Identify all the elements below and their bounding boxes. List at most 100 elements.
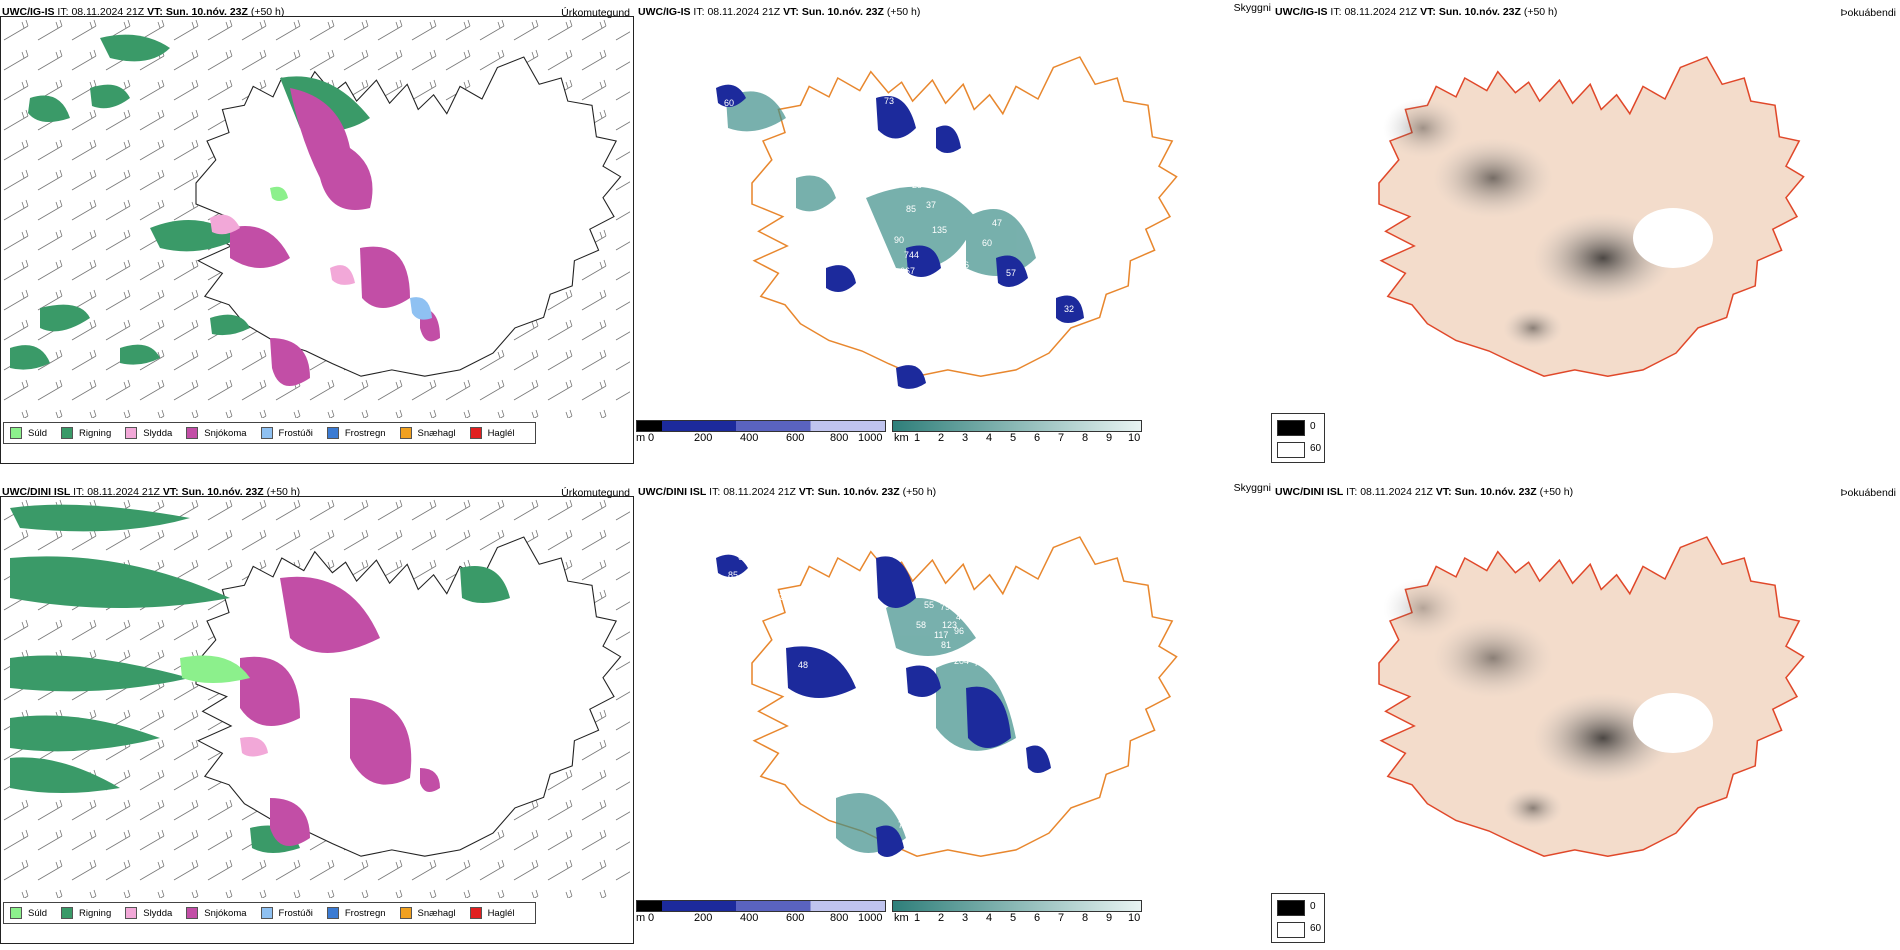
legend-swatch xyxy=(260,427,273,439)
cloud-base-label: 73 xyxy=(884,96,894,106)
fog-legend-light-label: 60 xyxy=(1310,443,1322,454)
scale-tick: 9 xyxy=(1106,432,1113,444)
scale-tick: 1000 xyxy=(858,912,883,924)
scale-tick: 5 xyxy=(1010,912,1017,924)
legend-swatch xyxy=(186,907,199,919)
cloud-base-label: 90 xyxy=(894,235,904,245)
fog-legend: 0 60 xyxy=(1271,413,1325,463)
cloud-base-label: 60 xyxy=(982,238,992,248)
cloud-base-label: 326 xyxy=(954,260,969,270)
legend-item: Haglél xyxy=(469,427,515,439)
cloud-base-label: 48 xyxy=(798,660,808,670)
legend-item: Snæhagl xyxy=(399,907,456,919)
legend-swatch xyxy=(125,907,138,919)
scale-tick: 200 xyxy=(694,432,713,444)
precip-legend: Súld Rigning Slydda Snjókoma Frostúði Fr… xyxy=(3,902,536,924)
forecast-row-2: UWC/DINI ISL IT: 08.11.2024 21Z VT: Sun.… xyxy=(0,480,1900,950)
precip-map xyxy=(2,498,630,898)
scale-tick: 8 xyxy=(1082,912,1089,924)
legend-swatch xyxy=(399,907,412,919)
cloud-base-label: 77 xyxy=(926,130,936,140)
fog-index-panel: UWC/IG-IS IT: 08.11.2024 21Z VT: Sun. 10… xyxy=(1273,0,1900,470)
scale-tick: 600 xyxy=(786,912,805,924)
scale-tick: 0 xyxy=(648,432,655,444)
scale-tick: 7 xyxy=(1058,912,1065,924)
legend-swatch xyxy=(10,427,22,439)
cloud-base-label: 58 xyxy=(916,620,926,630)
legend-swatch xyxy=(186,427,199,439)
legend-item: Rigning xyxy=(61,427,111,439)
precip-map xyxy=(2,18,630,418)
legend-item: Frostúði xyxy=(260,907,313,919)
legend-swatch xyxy=(61,907,74,919)
fog-legend-dark xyxy=(1277,420,1305,436)
panel-header: UWC/DINI ISL IT: 08.11.2024 21Z VT: Sun.… xyxy=(2,486,301,498)
legend-item: Súld xyxy=(10,907,47,919)
cloud-base-label: 32 xyxy=(1064,304,1074,314)
scale-tick: 8 xyxy=(1082,432,1089,444)
cloud-base-label: 57 xyxy=(1006,268,1016,278)
cloud-base-label: 25 xyxy=(912,180,922,190)
cloud-base-label: 85 xyxy=(906,204,916,214)
panel-header: UWC/IG-IS IT: 08.11.2024 21Z VT: Sun. 10… xyxy=(1275,6,1558,18)
cloudbase-unit: m xyxy=(636,432,646,444)
cloud-base-label: 744 xyxy=(904,250,919,260)
cloud-base-label: 96 xyxy=(954,626,964,636)
fog-legend-light xyxy=(1277,442,1305,458)
scale-tick: 6 xyxy=(1034,912,1041,924)
legend-swatch xyxy=(326,907,339,919)
scale-tick: 7 xyxy=(1058,432,1065,444)
scale-tick: 3 xyxy=(962,912,969,924)
panel-title: Skyggni xyxy=(1233,2,1271,14)
cloud-base-label: 39 xyxy=(1048,746,1058,756)
scale-tick: 2 xyxy=(938,432,945,444)
fog-legend-dark xyxy=(1277,900,1305,916)
precip-legend: Súld Rigning Slydda Snjókoma Frostúði Fr… xyxy=(3,422,536,444)
precip-type-panel: UWC/IG-IS IT: 08.11.2024 21Z VT: Sun. 10… xyxy=(0,0,636,470)
legend-item: Slydda xyxy=(125,907,172,919)
cloud-base-label: 168 xyxy=(914,296,929,306)
cloudbase-scale: m 0 200 400 600 800 1000 km 1 2 3 4 5 6 … xyxy=(636,420,1276,470)
cloud-base-label: 81 xyxy=(941,640,951,650)
cloud-base-label: 32 xyxy=(858,210,868,220)
panel-header: UWC/IG-IS IT: 08.11.2024 21Z VT: Sun. 10… xyxy=(638,6,921,18)
panel-title: Þokuábendi xyxy=(1840,487,1896,499)
legend-item: Frostregn xyxy=(326,427,386,439)
legend-swatch xyxy=(399,427,412,439)
legend-item: Snjókoma xyxy=(186,427,247,439)
scale-tick: 800 xyxy=(830,432,849,444)
cloud-base-label: 46 xyxy=(898,326,908,336)
cloudbase-visibility-panel: UWC/DINI ISL IT: 08.11.2024 21Z VT: Sun.… xyxy=(636,480,1273,950)
scale-tick: 4 xyxy=(986,912,993,924)
cloud-base-label: 135 xyxy=(932,225,947,235)
cloudbase-unit: m xyxy=(636,912,646,924)
cloud-base-label: 62 xyxy=(738,552,748,562)
cloud-base-label: 76 xyxy=(898,820,908,830)
map-frame xyxy=(0,496,634,944)
cloud-base-label: 125 xyxy=(964,648,979,658)
cloud-base-label: 37 xyxy=(926,200,936,210)
cloudbase-visibility-panel: UWC/IG-IS IT: 08.11.2024 21Z VT: Sun. 10… xyxy=(636,0,1273,470)
cloud-base-label: 72 xyxy=(774,592,784,602)
scale-tick: 4 xyxy=(986,432,993,444)
fog-legend-light xyxy=(1277,922,1305,938)
legend-item: Súld xyxy=(10,427,47,439)
visibility-colorbar xyxy=(892,900,1142,912)
scale-tick: 10 xyxy=(1128,912,1141,924)
cloud-base-label: 117 xyxy=(934,630,948,640)
cloud-base-label: 115 xyxy=(894,790,908,800)
cloudbase-colorbar xyxy=(636,900,886,912)
cloud-base-label: 127 xyxy=(946,162,961,172)
cloud-base-label: 110 xyxy=(1046,182,1060,192)
legend-item: Frostregn xyxy=(326,907,386,919)
cloud-base-label: 82 xyxy=(900,806,910,816)
cloud-base-label: 123 xyxy=(942,620,957,630)
panel-title: Þokuábendi xyxy=(1840,7,1896,19)
cloud-base-label: 60 xyxy=(724,98,734,108)
legend-item: Slydda xyxy=(125,427,172,439)
cloud-base-label: 40 xyxy=(916,316,926,326)
scale-tick: 200 xyxy=(694,912,713,924)
cloud-base-label: 43 xyxy=(912,818,922,828)
